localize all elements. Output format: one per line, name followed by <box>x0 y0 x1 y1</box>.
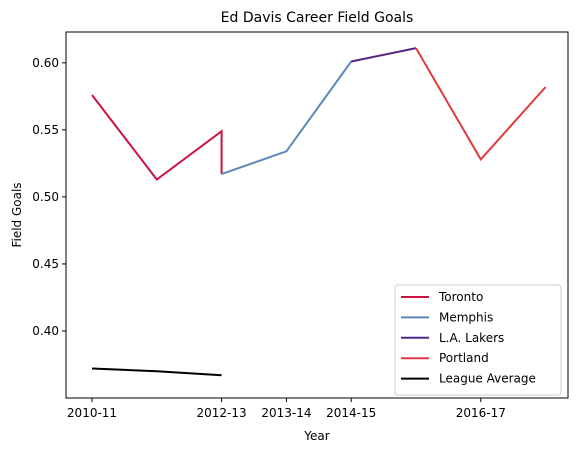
y-tick-label: 0.60 <box>32 56 59 70</box>
series-line-portland <box>415 47 547 162</box>
series-line-league-average <box>91 367 222 377</box>
x-tick-label: 2010-11 <box>67 406 117 420</box>
y-tick-label: 0.50 <box>32 190 59 204</box>
y-axis-label: Field Goals <box>10 182 24 247</box>
legend-box <box>394 284 562 396</box>
x-tick-label: 2016-17 <box>456 406 506 420</box>
legend-label: Memphis <box>439 310 493 324</box>
chart-title: Ed Davis Career Field Goals <box>221 10 414 26</box>
legend-label: L.A. Lakers <box>439 331 504 345</box>
x-axis: 2010-11 2012-13 2013-14 2014-15 2016-17 <box>67 398 506 420</box>
x-tick-label: 2014-15 <box>326 406 376 420</box>
legend-label: Portland <box>439 351 489 365</box>
y-tick-label: 0.45 <box>32 257 59 271</box>
legend-label: League Average <box>439 372 536 386</box>
series-line-toronto <box>91 94 223 181</box>
x-tick-label: 2013-14 <box>261 406 311 420</box>
series-line-memphis <box>221 60 353 176</box>
x-axis-label: Year <box>303 429 329 443</box>
series-line-l-a-lakers <box>350 47 417 63</box>
y-tick-label: 0.55 <box>32 123 59 137</box>
y-tick-label: 0.40 <box>32 324 59 338</box>
series-lines <box>91 47 547 377</box>
y-axis: 0.40 0.45 0.50 0.55 0.60 <box>32 56 66 338</box>
legend: Toronto Memphis L.A. Lakers Portland League … <box>394 284 562 396</box>
x-tick-label: 2012-13 <box>197 406 247 420</box>
legend-label: Toronto <box>438 290 483 304</box>
